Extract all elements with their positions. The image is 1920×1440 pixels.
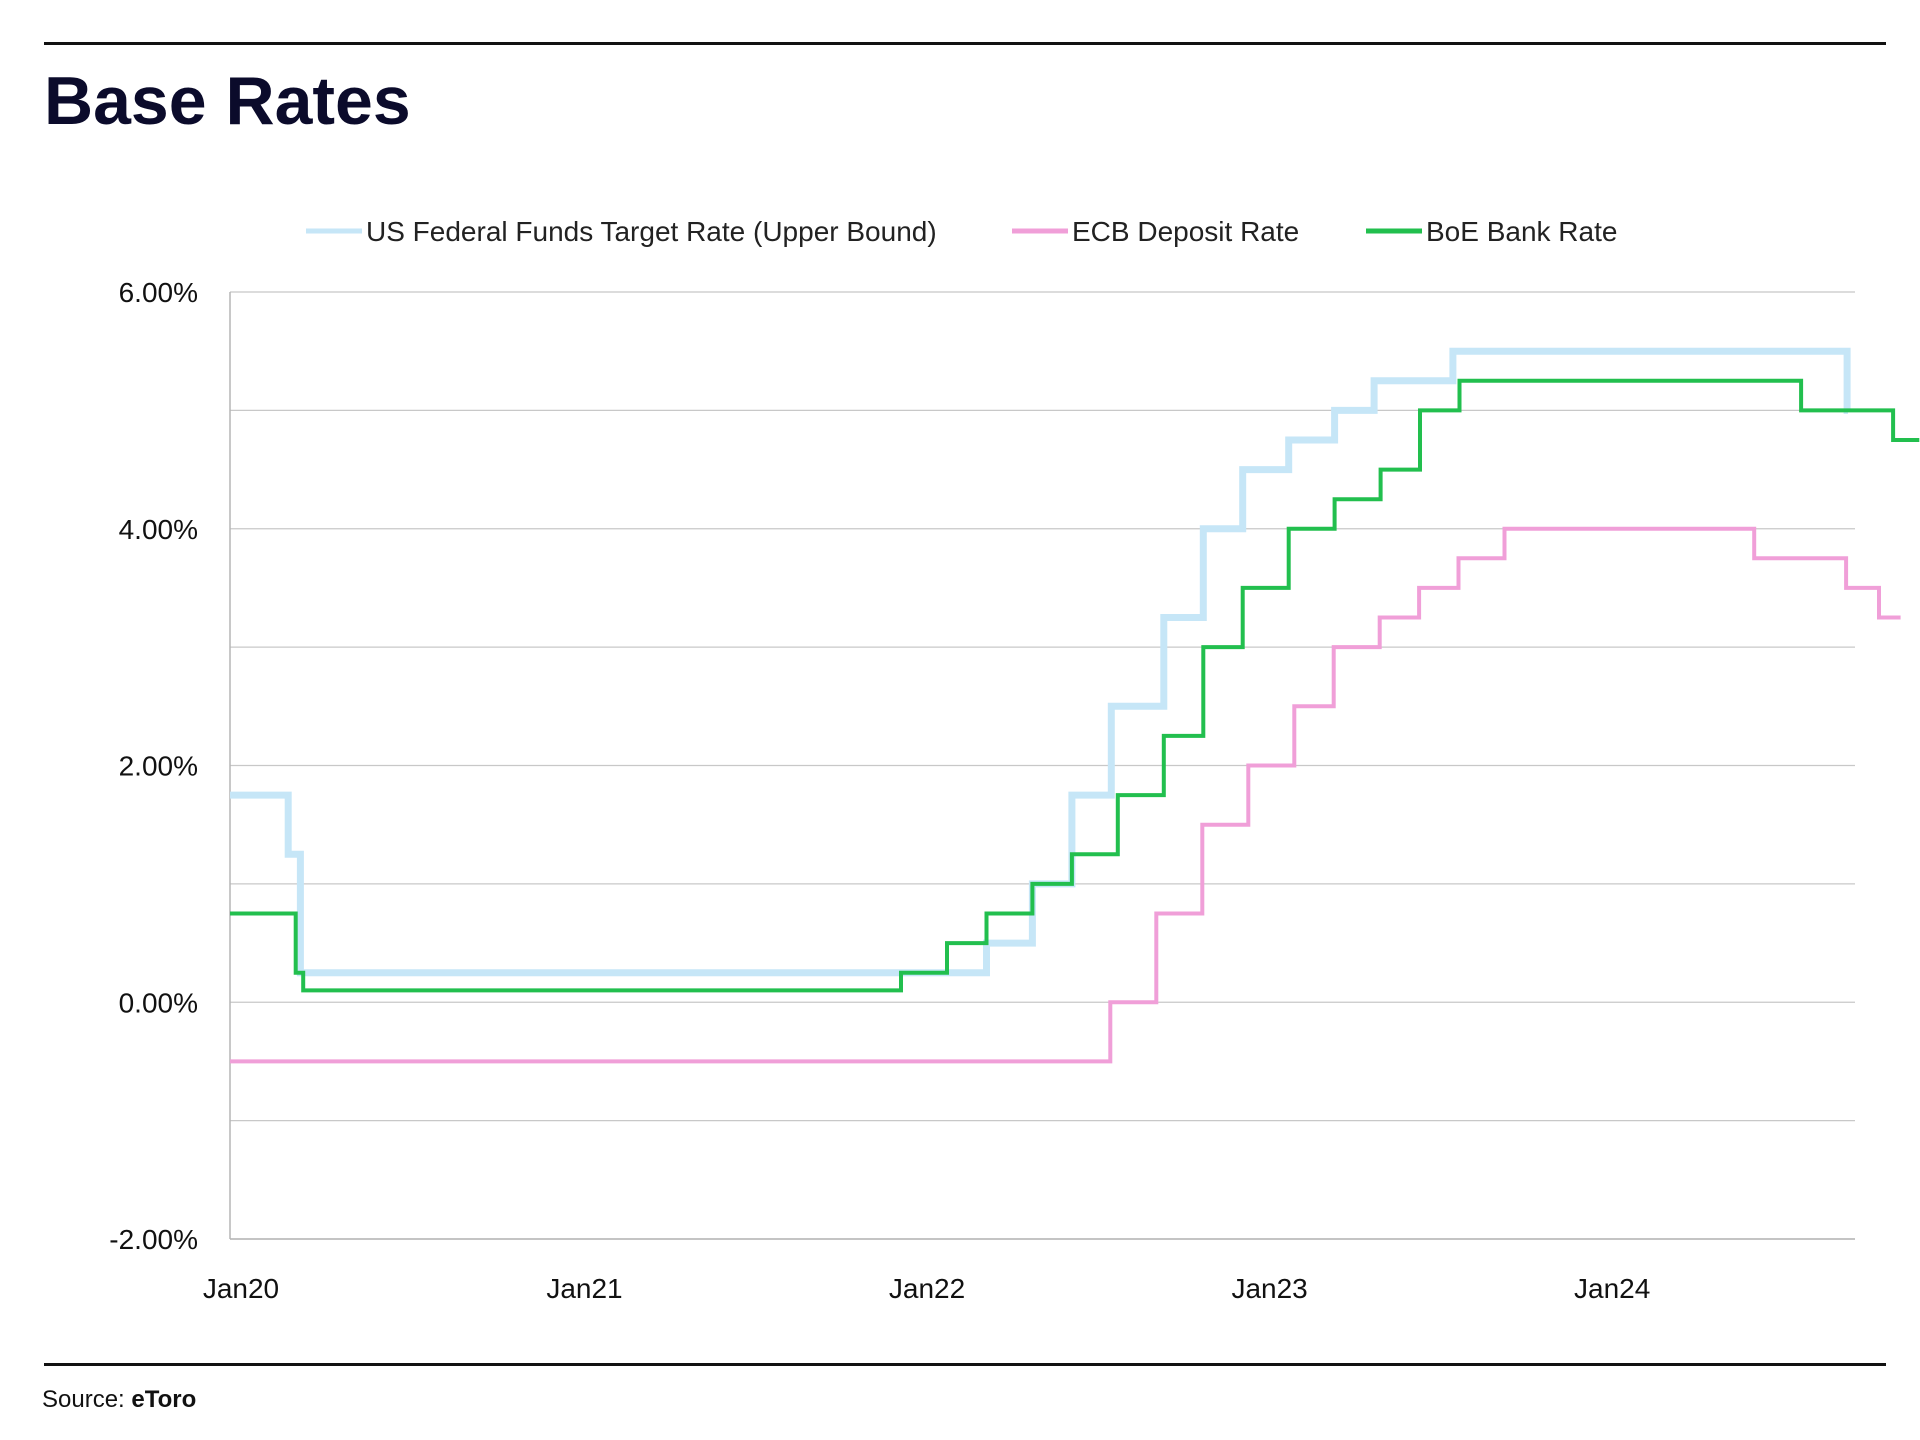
x-tick-label: Jan23 bbox=[1231, 1273, 1307, 1304]
x-tick-label: Jan22 bbox=[889, 1273, 965, 1304]
source-note: Source: eToro bbox=[42, 1386, 196, 1414]
legend-label: BoE Bank Rate bbox=[1426, 216, 1617, 247]
x-tick-label: Jan24 bbox=[1574, 1273, 1650, 1304]
series-line-0 bbox=[230, 347, 1851, 977]
y-tick-label: 2.00% bbox=[119, 751, 198, 782]
series-lines bbox=[230, 347, 1920, 1064]
y-tick-label: -2.00% bbox=[109, 1224, 198, 1255]
y-tick-label: 6.00% bbox=[119, 277, 198, 308]
x-tick-label: Jan21 bbox=[546, 1273, 622, 1304]
y-tick-label: 0.00% bbox=[119, 987, 198, 1018]
page-title: Base Rates bbox=[44, 63, 411, 139]
top-rule bbox=[44, 42, 1886, 45]
gridlines bbox=[230, 291, 1855, 1240]
legend-label: ECB Deposit Rate bbox=[1072, 216, 1299, 247]
series-line-1 bbox=[230, 526, 1901, 1064]
source-name: eToro bbox=[131, 1386, 197, 1413]
x-tick-labels: Jan20 Jan21 Jan22 Jan23 Jan24 bbox=[203, 1273, 1650, 1304]
x-tick-label: Jan20 bbox=[203, 1273, 279, 1304]
legend: US Federal Funds Target Rate (Upper Boun… bbox=[306, 216, 1617, 247]
y-tick-labels: 6.00% 4.00% 2.00% 0.00% -2.00% bbox=[109, 277, 198, 1255]
series-line-2 bbox=[230, 378, 1920, 993]
rates-chart: 6.00%4.00%2.00%0.00%-2.00% Jan20 Jan21 Jan… bbox=[109, 216, 1920, 1304]
axes bbox=[229, 292, 1855, 1240]
source-label: Source: bbox=[42, 1386, 125, 1413]
legend-label: US Federal Funds Target Rate (Upper Boun… bbox=[366, 216, 937, 247]
bottom-rule bbox=[44, 1363, 1886, 1366]
y-tick-label: 4.00% bbox=[119, 514, 198, 545]
